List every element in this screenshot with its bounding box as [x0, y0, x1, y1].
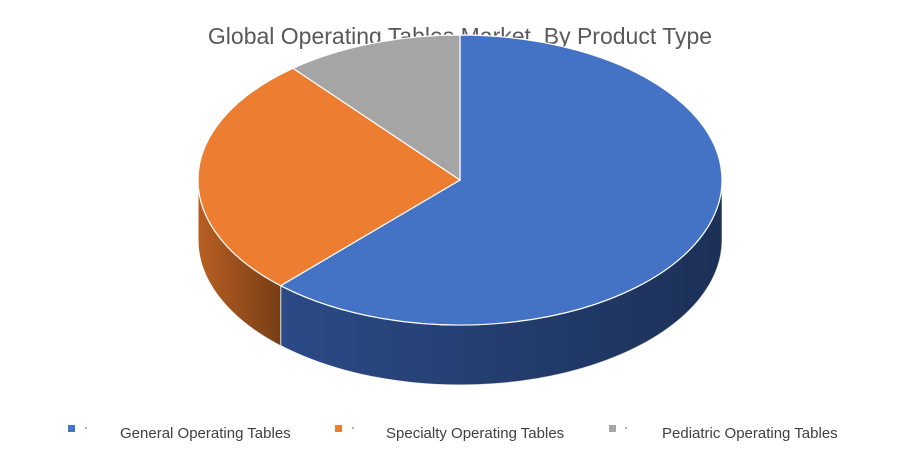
pie-slice-0	[279, 34, 723, 326]
legend-bullet-2: ·	[624, 420, 628, 434]
legend-label-0: General Operating Tables	[120, 425, 291, 442]
pie-slice-2	[291, 34, 461, 182]
legend-swatch-1	[335, 425, 342, 432]
pie-sides	[197, 179, 723, 386]
pie-side-shade-0	[280, 180, 722, 385]
legend-swatch-2	[609, 425, 616, 432]
legend-swatch-0	[68, 425, 75, 432]
legend: · General Operating Tables · Specialty Oper…	[68, 420, 838, 442]
pie-tops	[197, 34, 723, 326]
pie-slice-1	[197, 67, 462, 287]
legend-label-2: Pediatric Operating Tables	[662, 425, 838, 442]
pie-side-shade-1	[198, 180, 281, 346]
legend-bullet-0: ·	[84, 420, 88, 434]
legend-bullet-1: ·	[351, 420, 355, 434]
legend-label-1: Specialty Operating Tables	[386, 425, 564, 442]
